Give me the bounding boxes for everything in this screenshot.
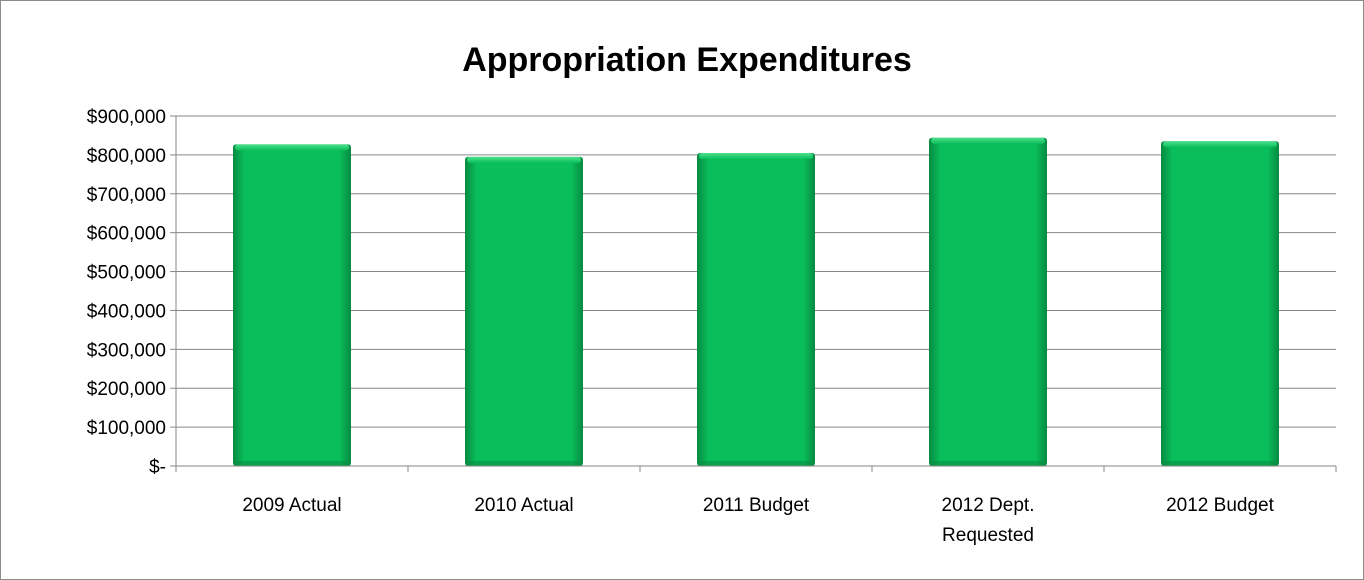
y-tick-label: $300,000 xyxy=(87,340,166,361)
y-tick-label: $200,000 xyxy=(87,379,166,400)
bar-group xyxy=(697,152,815,466)
chart-title: Appropriation Expenditures xyxy=(462,41,912,79)
x-tick-label: 2011 Budget xyxy=(703,495,810,516)
bar-group xyxy=(1161,141,1279,466)
bar xyxy=(929,137,1047,466)
bar-highlight xyxy=(235,144,349,151)
bars xyxy=(233,137,1279,467)
axes xyxy=(170,115,1337,472)
x-tick-label: 2009 Actual xyxy=(242,495,341,516)
bar-group xyxy=(465,156,583,467)
bar xyxy=(465,156,583,467)
bar-highlight xyxy=(699,152,813,159)
bar-highlight xyxy=(931,137,1045,144)
bar-base-shade xyxy=(699,461,813,466)
bar xyxy=(233,144,351,466)
x-tick-label: 2010 Actual xyxy=(474,495,573,516)
y-tick-label: $700,000 xyxy=(87,185,166,206)
y-tick-label: $- xyxy=(149,457,166,478)
y-tick-label: $800,000 xyxy=(87,146,166,167)
bar-group xyxy=(233,144,351,466)
bar-base-shade xyxy=(1163,461,1277,466)
x-tick-labels: 2009 Actual 2010 Actual 2011 Budget 2012 De… xyxy=(242,495,1274,546)
y-tick-label: $100,000 xyxy=(87,418,166,439)
bar-base-shade xyxy=(235,461,349,466)
bar xyxy=(1161,141,1279,466)
y-tick-label: $400,000 xyxy=(87,301,166,322)
y-tick-label: $600,000 xyxy=(87,224,166,245)
bar xyxy=(697,152,815,466)
bar-highlight xyxy=(467,156,581,163)
y-tick-label: $900,000 xyxy=(87,107,166,128)
bar-base-shade xyxy=(467,461,581,466)
x-tick-label: 2012 Budget xyxy=(1166,495,1274,516)
bar-highlight xyxy=(1163,141,1277,148)
bar-base-shade xyxy=(931,461,1045,466)
y-tick-labels: $- $100,000 $200,000 $300,000 $400,000 $500,0… xyxy=(87,107,166,478)
x-tick-label: 2012 Dept. Requested xyxy=(942,495,1035,546)
bar-group xyxy=(929,137,1047,466)
y-tick-label: $500,000 xyxy=(87,263,166,284)
